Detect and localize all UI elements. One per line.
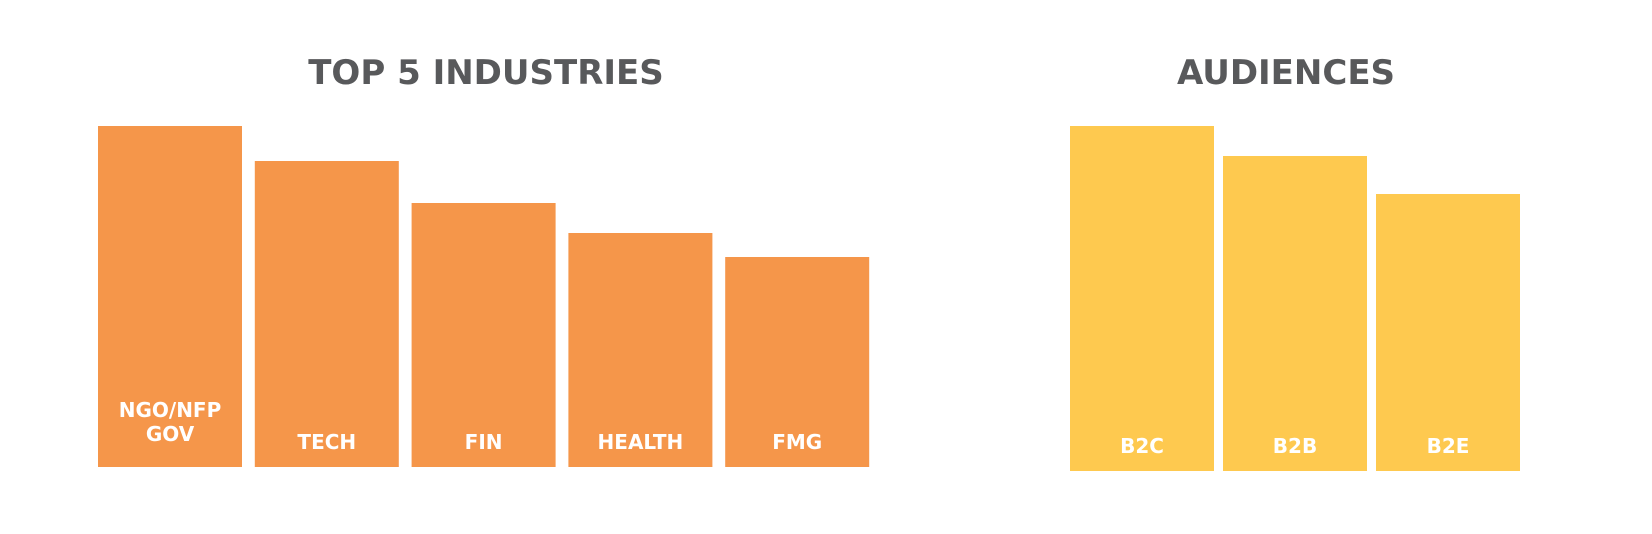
bar	[98, 126, 242, 467]
bar-label: GOV	[146, 422, 195, 446]
bar-label: FMG	[772, 430, 822, 454]
bar	[1223, 156, 1367, 471]
bar-label: B2C	[1120, 434, 1164, 458]
bar	[725, 257, 870, 467]
bar-label: B2E	[1427, 434, 1470, 458]
bar-label: FIN	[465, 430, 503, 454]
chart-title: TOP 5 INDUSTRIES	[308, 53, 664, 93]
bar	[411, 203, 556, 467]
bar	[568, 233, 713, 467]
bar	[1070, 126, 1214, 471]
chart-title: AUDIENCES	[1177, 53, 1395, 93]
bar-label: B2B	[1273, 434, 1317, 458]
bar	[254, 161, 399, 467]
bar-label: HEALTH	[598, 430, 684, 454]
bar-label: NGO/NFP	[119, 398, 222, 422]
bar-label: TECH	[297, 430, 356, 454]
bar	[1376, 194, 1520, 471]
